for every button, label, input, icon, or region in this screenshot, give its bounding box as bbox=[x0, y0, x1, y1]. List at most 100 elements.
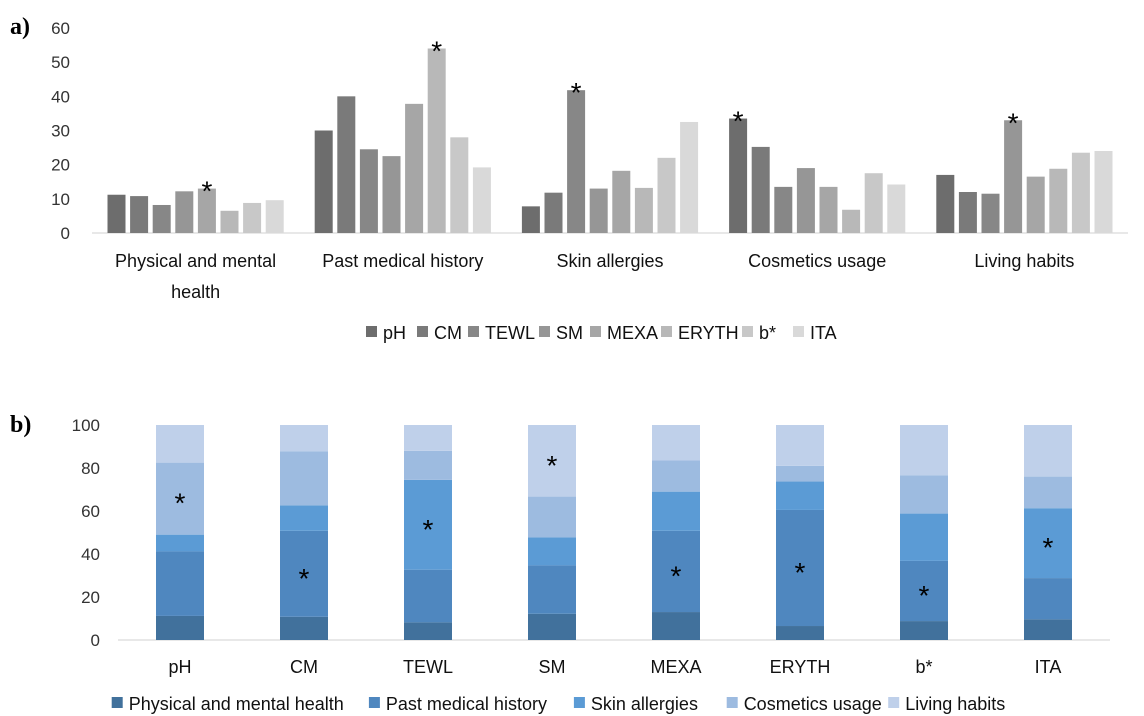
y-tick-label: 20 bbox=[81, 588, 100, 607]
segment-4-pH bbox=[156, 425, 204, 463]
segment-0-b* bbox=[900, 621, 948, 640]
bar-ITA-0 bbox=[265, 200, 284, 233]
category-label: Cosmetics usage bbox=[748, 251, 886, 271]
segment-3-pH bbox=[156, 462, 204, 535]
y-tick-label: 60 bbox=[51, 19, 70, 38]
bar-ITA-2 bbox=[680, 121, 699, 233]
category-label: Physical and mental bbox=[115, 251, 276, 271]
legend-label: SM bbox=[556, 323, 583, 343]
chart-a: a) 0 10 20 30 40 50 60 Physical and mental health… bbox=[10, 14, 1128, 343]
category-label: TEWL bbox=[403, 657, 453, 677]
category-label: ERYTH bbox=[770, 657, 831, 677]
category-label: CM bbox=[290, 657, 318, 677]
legend-swatch-TEWL bbox=[468, 326, 479, 337]
legend-label: Physical and mental health bbox=[129, 694, 344, 714]
segment-2-b* bbox=[900, 513, 948, 561]
bar-CM-0 bbox=[130, 196, 149, 233]
legend-swatch bbox=[726, 697, 738, 708]
category-label: b* bbox=[915, 657, 932, 677]
segment-3-b* bbox=[900, 475, 948, 514]
category-label: pH bbox=[168, 657, 191, 677]
segment-1-TEWL bbox=[404, 569, 452, 623]
segment-3-ERYTH bbox=[776, 465, 824, 482]
y-tick-label: 0 bbox=[91, 631, 100, 650]
bar-ERYTH-4 bbox=[1049, 168, 1068, 233]
significance-marker: * bbox=[547, 450, 558, 481]
legend-swatch bbox=[368, 697, 380, 708]
bar-TEWL-3 bbox=[774, 186, 793, 233]
segment-4-MEXA bbox=[652, 425, 700, 461]
bar-pH-0 bbox=[107, 194, 126, 233]
legend-label: TEWL bbox=[485, 323, 535, 343]
category-label: SM bbox=[539, 657, 566, 677]
segment-2-pH bbox=[156, 534, 204, 552]
bar-b*-2 bbox=[657, 157, 676, 233]
category-label: MEXA bbox=[650, 657, 701, 677]
significance-marker: * bbox=[299, 563, 310, 594]
segment-0-ITA bbox=[1024, 619, 1072, 640]
panel-label-a: a) bbox=[10, 14, 30, 40]
segment-1-ERYTH bbox=[776, 509, 824, 627]
significance-marker: * bbox=[201, 176, 212, 207]
segment-4-ITA bbox=[1024, 425, 1072, 477]
legend-swatch-pH bbox=[366, 326, 377, 337]
legend-label: CM bbox=[434, 323, 462, 343]
legend-swatch-b* bbox=[742, 326, 753, 337]
bar-CM-2 bbox=[544, 192, 563, 233]
segment-2-MEXA bbox=[652, 491, 700, 531]
bar-b*-4 bbox=[1071, 152, 1090, 233]
bar-SM-1 bbox=[382, 156, 401, 233]
bar-MEXA-3 bbox=[819, 186, 838, 233]
significance-marker: * bbox=[175, 488, 186, 519]
bar-TEWL-4 bbox=[981, 193, 1000, 233]
legend-swatch bbox=[111, 697, 123, 708]
significance-marker: * bbox=[1043, 532, 1054, 563]
bar-CM-4 bbox=[958, 192, 977, 233]
segment-1-CM bbox=[280, 530, 328, 617]
significance-marker: * bbox=[423, 514, 434, 545]
segment-4-SM bbox=[528, 425, 576, 497]
y-tick-label: 40 bbox=[51, 87, 70, 106]
y-tick-label: 50 bbox=[51, 53, 70, 72]
segment-3-MEXA bbox=[652, 460, 700, 492]
significance-marker: * bbox=[671, 560, 682, 591]
bar-ERYTH-1 bbox=[427, 48, 446, 233]
legend-label: ERYTH bbox=[678, 323, 739, 343]
segment-4-b* bbox=[900, 425, 948, 476]
segment-2-TEWL bbox=[404, 479, 452, 570]
segment-1-b* bbox=[900, 560, 948, 622]
legend-label: b* bbox=[759, 323, 776, 343]
bar-SM-2 bbox=[589, 188, 608, 233]
segment-1-pH bbox=[156, 551, 204, 616]
segment-2-CM bbox=[280, 505, 328, 531]
bar-ERYTH-2 bbox=[634, 187, 653, 233]
segment-3-CM bbox=[280, 451, 328, 506]
bar-ITA-4 bbox=[1094, 151, 1113, 233]
chart-b: b) 0 20 40 60 80 100 pH * CM * TEWL * SM * MEXA * ERYTH * b… bbox=[10, 412, 1110, 714]
segment-0-ERYTH bbox=[776, 626, 824, 640]
significance-marker: * bbox=[431, 36, 442, 67]
y-tick-label: 0 bbox=[61, 224, 70, 243]
segment-0-CM bbox=[280, 616, 328, 640]
bar-TEWL-0 bbox=[152, 204, 171, 233]
legend-label: Skin allergies bbox=[591, 694, 698, 714]
segment-4-ERYTH bbox=[776, 425, 824, 466]
segment-4-CM bbox=[280, 425, 328, 452]
bar-MEXA-2 bbox=[612, 170, 631, 233]
segment-0-pH bbox=[156, 615, 204, 640]
legend-swatch bbox=[573, 697, 585, 708]
segment-1-SM bbox=[528, 565, 576, 614]
bar-pH-4 bbox=[936, 174, 955, 233]
significance-marker: * bbox=[571, 77, 582, 108]
segment-2-ERYTH bbox=[776, 481, 824, 510]
bar-TEWL-1 bbox=[359, 149, 378, 233]
bar-pH-2 bbox=[521, 206, 540, 233]
segment-4-TEWL bbox=[404, 425, 452, 451]
bar-b*-1 bbox=[450, 137, 469, 233]
legend-label: Cosmetics usage bbox=[744, 694, 882, 714]
legend-swatch bbox=[888, 697, 900, 708]
bar-SM-3 bbox=[796, 168, 815, 233]
bar-ITA-1 bbox=[472, 167, 491, 233]
category-label: Living habits bbox=[974, 251, 1074, 271]
